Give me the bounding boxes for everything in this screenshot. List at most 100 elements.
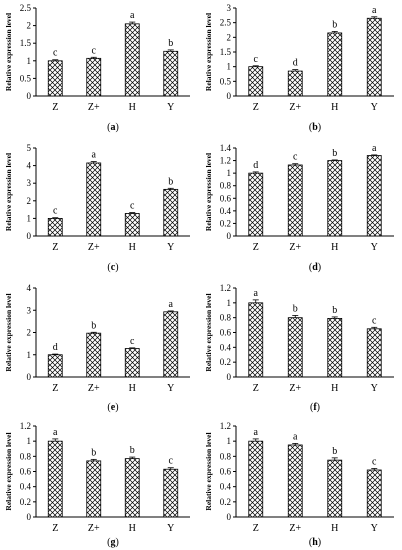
bar	[163, 50, 179, 97]
bar	[287, 164, 303, 237]
x-tick-label: Z+	[289, 383, 301, 394]
y-tick-label: 1	[27, 213, 32, 223]
significance-label: c	[169, 456, 174, 467]
bar	[86, 332, 102, 378]
y-tick-label: 3	[27, 178, 32, 188]
bar	[47, 60, 63, 97]
x-tick-label: Z	[52, 242, 58, 253]
significance-label: a	[169, 299, 174, 310]
x-tick-label: Y	[167, 102, 174, 113]
x-tick-label: Y	[167, 383, 174, 394]
significance-label: b	[168, 176, 173, 187]
y-tick-label: 0.2	[220, 497, 231, 507]
x-tick-label: Z+	[289, 102, 301, 113]
x-tick-label: Y	[167, 523, 174, 534]
x-tick-label: H	[129, 242, 136, 253]
y-tick-label: 0	[227, 231, 232, 241]
significance-label: a	[372, 5, 377, 16]
y-tick-label: 1.5	[20, 38, 32, 48]
bar	[124, 213, 140, 237]
y-tick-label: 1.4	[220, 143, 232, 153]
significance-label: c	[254, 54, 259, 65]
bar	[287, 70, 303, 97]
bar	[86, 460, 102, 518]
significance-label: b	[332, 305, 337, 316]
y-tick-label: 0.6	[220, 328, 232, 338]
y-tick-label: 0.6	[220, 467, 232, 477]
bar	[163, 188, 179, 237]
y-tick-label: 0.4	[20, 482, 32, 492]
panel-label: (d)	[309, 262, 321, 273]
significance-label: d	[53, 342, 58, 353]
significance-label: b	[91, 447, 96, 458]
y-tick-label: 3	[227, 3, 232, 13]
panel-4: 0 1 2 3 4 Relative expression level d Zb Z+ c Ha Y (…	[4, 283, 190, 413]
panel-2: 0 1 2 3 4 5 Relative expression level c Za Z+ c Hb Y…	[4, 143, 190, 273]
bar	[47, 217, 63, 237]
significance-label: b	[332, 446, 337, 457]
x-tick-label: H	[129, 523, 136, 534]
y-tick-label: 0	[227, 512, 232, 522]
panel-7: 0 0.2 0.4 0.6 0.8 1 1.2 Relative expression lev…	[204, 421, 394, 548]
y-tick-label: 0.2	[220, 357, 231, 367]
x-tick-label: H	[129, 383, 136, 394]
panel-1: 0 0.5 1 1.5 2 2.5 3 Relative expression level c Z…	[204, 3, 394, 133]
bar	[327, 459, 343, 518]
y-tick-label: 4	[27, 161, 32, 171]
significance-label: c	[130, 201, 135, 212]
bar	[248, 172, 264, 237]
x-tick-label: Z+	[289, 242, 301, 253]
significance-label: b	[332, 19, 337, 30]
significance-label: a	[254, 288, 259, 299]
y-axis-label: Relative expression level	[204, 432, 213, 510]
x-tick-label: Z+	[88, 102, 100, 113]
y-tick-label: 2	[27, 328, 32, 338]
x-tick-label: Z+	[88, 242, 100, 253]
x-tick-label: H	[331, 102, 338, 113]
y-tick-label: 0	[27, 372, 32, 382]
x-tick-label: Z+	[88, 523, 100, 534]
y-axis-label: Relative expression level	[4, 293, 13, 371]
y-tick-label: 0.8	[220, 181, 232, 191]
x-tick-label: Z	[52, 383, 58, 394]
y-tick-label: 0.5	[220, 76, 232, 86]
panel-3: 0 0.2 0.4 0.6 0.8 1 1.2 1.4 Relative expression …	[204, 143, 394, 273]
bar	[47, 440, 63, 518]
y-tick-label: 1	[227, 298, 232, 308]
panel-label: (f)	[310, 402, 320, 413]
significance-label: b	[130, 445, 135, 456]
significance-label: b	[168, 38, 173, 49]
y-tick-label: 1.2	[220, 283, 231, 293]
y-tick-label: 0.4	[220, 482, 232, 492]
bar	[248, 66, 264, 97]
bar	[366, 328, 382, 378]
y-tick-label: 0.4	[220, 342, 232, 352]
bar	[248, 440, 264, 518]
y-tick-label: 0.6	[20, 467, 32, 477]
y-axis-label: Relative expression level	[4, 13, 13, 91]
y-tick-label: 0	[227, 372, 232, 382]
significance-label: c	[130, 336, 135, 347]
panel-label: (c)	[107, 262, 118, 273]
y-axis-label: Relative expression level	[204, 153, 213, 231]
bar	[366, 17, 382, 97]
bar	[327, 32, 343, 97]
x-tick-label: Z	[52, 523, 58, 534]
y-tick-label: 1.2	[20, 421, 31, 431]
y-tick-label: 0.8	[220, 313, 232, 323]
x-tick-label: Z	[253, 383, 259, 394]
significance-label: c	[372, 456, 377, 467]
y-tick-label: 0.2	[20, 497, 31, 507]
x-tick-label: Y	[371, 383, 378, 394]
y-tick-label: 0	[227, 91, 232, 101]
y-tick-label: 2.5	[220, 18, 232, 28]
x-tick-label: Y	[371, 523, 378, 534]
y-tick-label: 0.2	[220, 218, 231, 228]
y-tick-label: 0	[27, 231, 32, 241]
bar	[124, 458, 140, 518]
x-tick-label: Z	[253, 523, 259, 534]
y-axis-label: Relative expression level	[4, 432, 13, 510]
significance-label: c	[293, 152, 298, 163]
significance-label: c	[372, 315, 377, 326]
